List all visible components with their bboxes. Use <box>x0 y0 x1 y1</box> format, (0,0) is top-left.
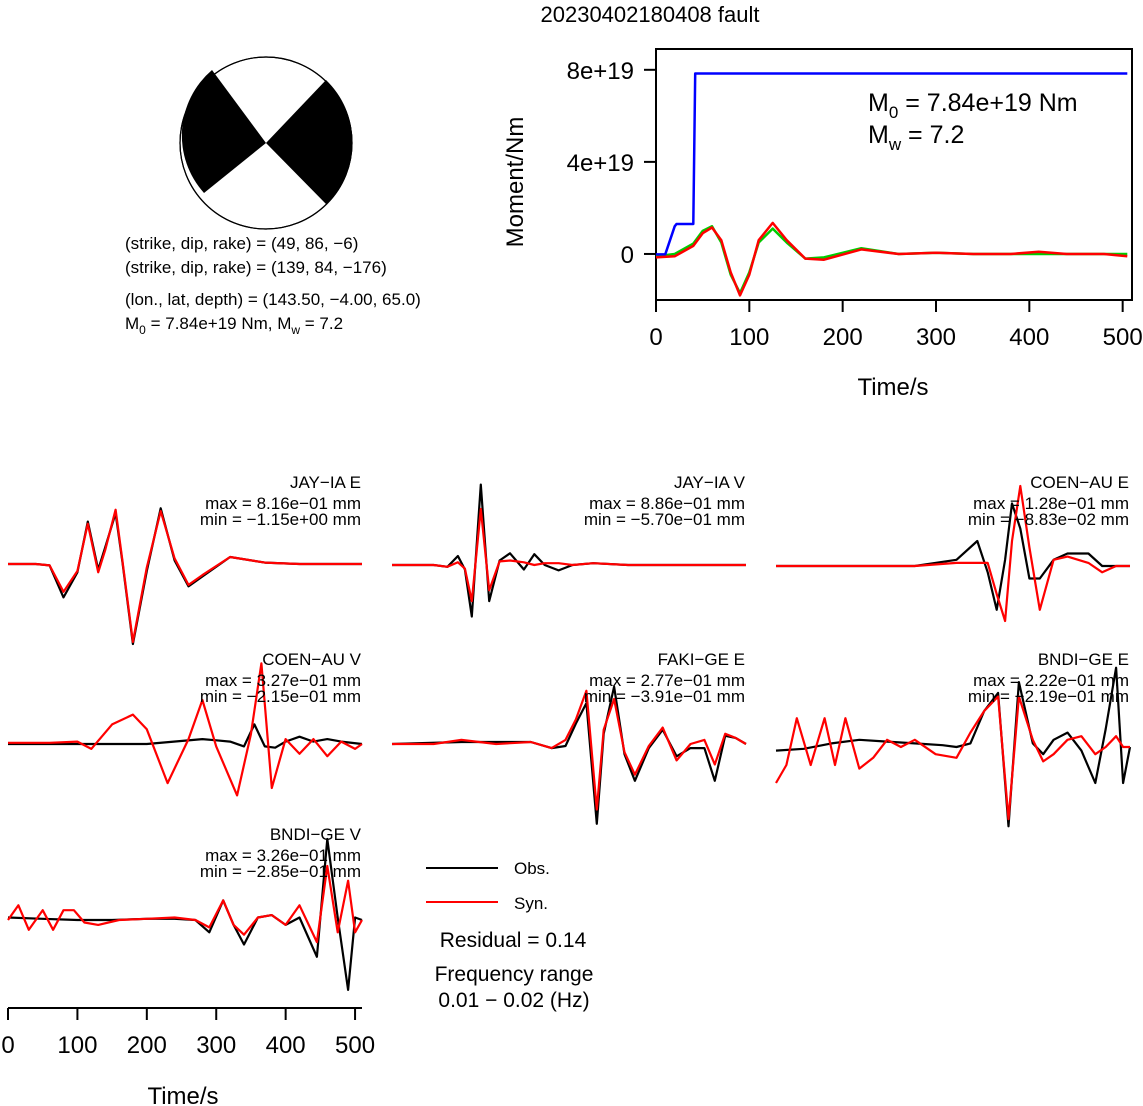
max-amplitude-label: max = 1.28e−01 mm <box>973 494 1129 513</box>
moment-plot-frame <box>655 48 1133 301</box>
moment-rate-red-line <box>655 221 1128 297</box>
min-amplitude-label: min = −5.70e−01 mm <box>584 510 745 529</box>
moment-y-axis: 0 4e+19 8e+19 <box>567 58 656 269</box>
moment-x-axis-label: Time/s <box>857 374 928 401</box>
moment-x-tick-label: 300 <box>916 324 956 351</box>
moment-x-tick-label: 200 <box>823 324 863 351</box>
station-label: COEN−AU V <box>262 650 361 669</box>
moment-x-tick-label: 100 <box>729 324 769 351</box>
moment-y-tick-label: 0 <box>621 242 634 269</box>
max-amplitude-label: max = 2.22e−01 mm <box>973 671 1129 690</box>
beachball-border <box>179 56 353 230</box>
moment-y-tick-label: 8e+19 <box>567 58 634 85</box>
station-label: JAY−IA E <box>290 473 361 492</box>
synthetic-trace <box>8 662 363 797</box>
figure-title: 20230402180408 fault <box>541 2 760 27</box>
legend: Obs. Syn. Residual = 0.14 Frequency rang… <box>426 859 593 1012</box>
moment-annotation-m0: M0 = 7.84e+19 Nm <box>868 89 1078 122</box>
station-label: FAKI−GE E <box>658 650 745 669</box>
moment-rate-cumulative-line <box>655 72 1128 256</box>
moment-series <box>655 72 1128 297</box>
waveform-x-tick-label: 300 <box>196 1032 236 1059</box>
max-amplitude-label: max = 8.86e−01 mm <box>589 494 745 513</box>
frequency-range: 0.01 − 0.02 (Hz) <box>438 989 589 1012</box>
waveform-x-tick-label: 0 <box>1 1032 14 1059</box>
mechanism-info: (strike, dip, rake) = (49, 86, −6) (stri… <box>125 234 421 337</box>
legend-syn-label: Syn. <box>514 894 548 913</box>
observed-trace <box>391 685 747 825</box>
moment-text: M0 = 7.84e+19 Nm, Mw = 7.2 <box>125 314 343 337</box>
observed-trace <box>8 723 363 749</box>
min-amplitude-label: min = −2.15e−01 mm <box>200 687 361 706</box>
max-amplitude-label: max = 8.16e−01 mm <box>205 494 361 513</box>
max-amplitude-label: max = 2.77e−01 mm <box>589 671 745 690</box>
max-amplitude-label: max = 3.26e−01 mm <box>205 846 361 865</box>
waveform-x-tick-label: 100 <box>57 1032 97 1059</box>
max-amplitude-label: max = 3.27e−01 mm <box>205 671 361 690</box>
beachball <box>179 56 353 230</box>
moment-x-axis: 0 100 200 300 400 500 <box>649 300 1143 351</box>
min-amplitude-label: min = −8.83e−02 mm <box>968 510 1129 529</box>
moment-annotation-mw: Mw = 7.2 <box>868 121 964 154</box>
synthetic-trace <box>775 695 1130 821</box>
legend-obs-label: Obs. <box>514 859 550 878</box>
beachball-quadrant-east <box>266 80 353 204</box>
beachball-quadrant-west <box>181 70 266 193</box>
moment-x-tick-label: 400 <box>1009 324 1049 351</box>
residual-text: Residual = 0.14 <box>440 929 587 952</box>
min-amplitude-label: min = −2.85e−01 mm <box>200 862 361 881</box>
waveform-x-tick-label: 400 <box>266 1032 306 1059</box>
synthetic-trace <box>392 689 747 811</box>
min-amplitude-label: min = −3.91e−01 mm <box>584 687 745 706</box>
moment-y-tick-label: 4e+19 <box>567 150 634 177</box>
station-label: JAY−IA V <box>674 473 746 492</box>
synthetic-trace <box>776 484 1130 623</box>
waveform-x-axis-label: Time/s <box>147 1083 218 1106</box>
station-label: BNDI−GE E <box>1038 650 1129 669</box>
waveform-x-tick-label: 200 <box>127 1032 167 1059</box>
frequency-title: Frequency range <box>435 963 594 986</box>
station-label: COEN−AU E <box>1030 473 1129 492</box>
observed-trace <box>775 666 1132 828</box>
moment-y-axis-label: Moment/Nm <box>502 117 529 248</box>
plane2-text: (strike, dip, rake) = (139, 84, −176) <box>125 258 387 277</box>
moment-x-tick-label: 500 <box>1103 324 1143 351</box>
synthetic-trace <box>8 508 362 644</box>
min-amplitude-label: min = −2.19e−01 mm <box>968 687 1129 706</box>
location-text: (lon., lat, depth) = (143.50, −4.00, 65.… <box>125 290 421 309</box>
moment-rate-panel: 0 4e+19 8e+19 0 100 200 300 400 500 Moment/Nm T… <box>502 48 1143 401</box>
plane1-text: (strike, dip, rake) = (49, 86, −6) <box>125 234 358 253</box>
min-amplitude-label: min = −1.15e+00 mm <box>200 510 361 529</box>
station-label: BNDI−GE V <box>270 825 362 844</box>
synthetic-trace <box>7 864 363 944</box>
synthetic-trace <box>392 507 746 603</box>
waveform-x-tick-label: 500 <box>335 1032 375 1059</box>
waveform-x-axis: Time/s 0 100 200 300 400 500 <box>1 1007 375 1106</box>
moment-x-tick-label: 0 <box>649 324 662 351</box>
